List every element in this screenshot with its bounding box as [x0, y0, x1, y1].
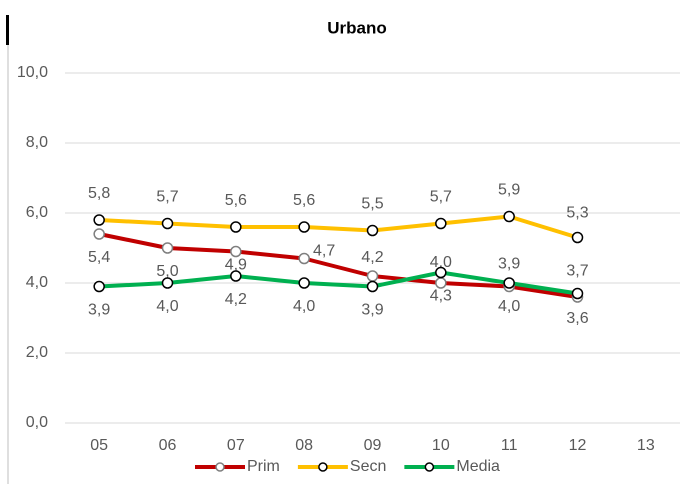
- point: [366, 280, 379, 293]
- data-label: 5,7: [430, 189, 452, 206]
- data-label: 4,9: [225, 257, 247, 274]
- data-label: 3,9: [88, 302, 110, 319]
- legend-marker: [215, 462, 225, 472]
- series-line: [98, 232, 578, 299]
- point: [230, 245, 242, 258]
- y-tick-label: 0,0: [26, 414, 48, 431]
- series-line: [99, 270, 578, 296]
- y-tick-label: 10,0: [17, 64, 48, 81]
- x-tick-label: 10: [432, 437, 450, 454]
- x-tick-label: 05: [90, 437, 108, 454]
- data-label: 4,3: [430, 288, 452, 305]
- data-label: 5,5: [361, 196, 383, 213]
- point: [93, 214, 105, 226]
- legend-label: Secn: [350, 458, 386, 475]
- data-label: 5,9: [498, 182, 520, 199]
- point: [161, 242, 174, 254]
- corner-mark: [6, 15, 9, 45]
- x-tick-label: 12: [569, 437, 587, 454]
- point: [435, 277, 447, 289]
- x-tick-label: 08: [295, 437, 313, 454]
- data-label: 4,7: [313, 243, 335, 260]
- data-label: 5,6: [225, 192, 247, 209]
- data-label: 3,9: [498, 256, 520, 273]
- data-label: 4,0: [498, 298, 520, 315]
- point: [366, 224, 379, 237]
- point: [435, 266, 447, 279]
- x-tick-label: 06: [159, 437, 177, 454]
- data-label: 4,0: [293, 298, 315, 315]
- y-tick-label: 4,0: [26, 274, 48, 291]
- y-tick-label: 6,0: [26, 204, 48, 221]
- point: [503, 210, 515, 223]
- data-label: 5,0: [156, 263, 178, 280]
- data-label: 5,8: [88, 185, 110, 202]
- data-label: 4,0: [156, 298, 178, 315]
- point: [161, 277, 174, 289]
- legend-label: Media: [456, 458, 500, 475]
- data-label: 4,2: [225, 291, 247, 308]
- chart-title: Urbano: [327, 18, 387, 37]
- data-label: 5,6: [293, 192, 315, 209]
- y-tick-label: 8,0: [26, 134, 48, 151]
- point: [571, 287, 584, 300]
- data-label: 5,3: [566, 205, 588, 222]
- y-tick-label: 2,0: [26, 344, 48, 361]
- data-label: 4,2: [361, 249, 383, 266]
- x-tick-label: 11: [501, 437, 518, 454]
- data-label: 5,7: [156, 189, 178, 206]
- data-label: 3,9: [361, 302, 383, 319]
- data-label: 5,4: [88, 249, 110, 266]
- point: [161, 217, 174, 230]
- x-tick-label: 09: [364, 437, 382, 454]
- point: [571, 231, 584, 244]
- point: [435, 217, 447, 230]
- point: [298, 252, 310, 265]
- point: [298, 277, 310, 289]
- point: [230, 270, 242, 282]
- legend-marker: [318, 462, 328, 472]
- point: [298, 221, 310, 233]
- point: [366, 270, 379, 282]
- point: [230, 221, 242, 233]
- data-label: 4,0: [430, 254, 452, 271]
- x-tick-label: 07: [227, 437, 245, 454]
- point: [93, 228, 105, 240]
- legend-label: Prim: [247, 458, 280, 475]
- point: [503, 277, 515, 289]
- legend-marker: [424, 462, 435, 472]
- data-label: 3,7: [566, 263, 588, 280]
- series-line: [99, 214, 579, 240]
- data-label: 3,6: [566, 310, 588, 327]
- point: [93, 280, 105, 293]
- x-tick-label: 13: [637, 437, 655, 454]
